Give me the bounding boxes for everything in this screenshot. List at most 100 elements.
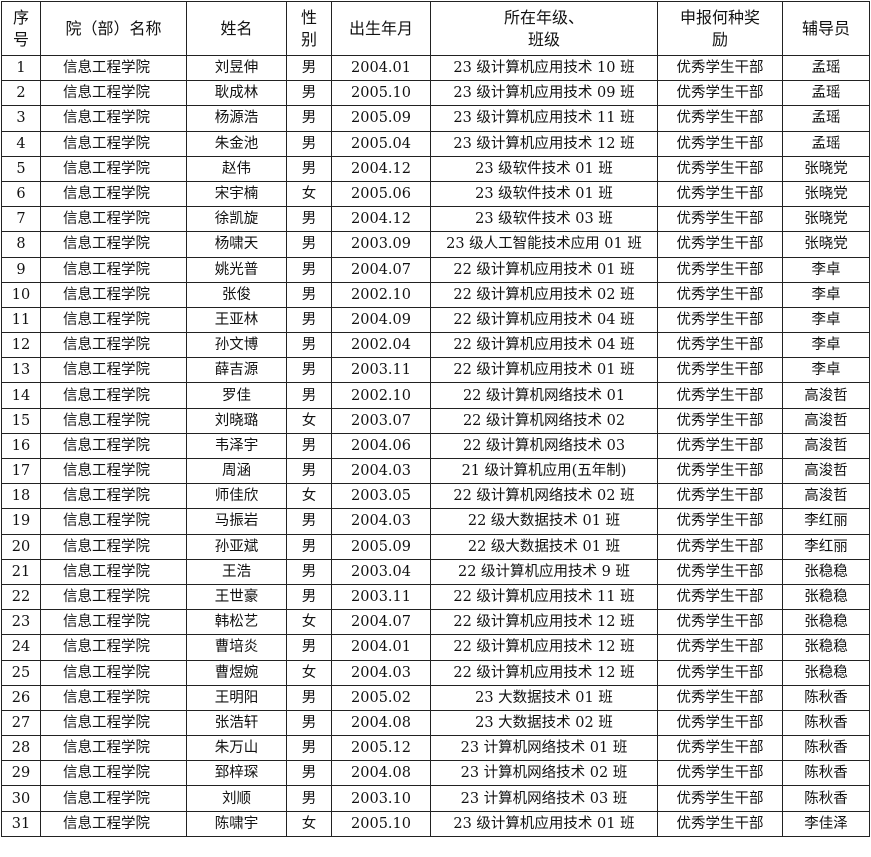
cell-birth: 2004.12 (331, 155, 431, 182)
cell-class: 22 级计算机应用技术 9 班 (430, 558, 658, 585)
cell-seq: 17 (1, 457, 41, 485)
cell-gender: 男 (286, 256, 332, 283)
table-row: 26 信息工程学院 王明阳男 2005.02 23 大数据技术 01 班优秀学生干部 陈秋… (1, 684, 870, 711)
cell-name: 王明阳 (186, 684, 287, 711)
cell-name: 刘顺 (186, 785, 287, 812)
cell-birth: 2005.12 (331, 735, 431, 762)
cell-birth: 2003.04 (331, 558, 431, 585)
table-row: 30 信息工程学院 刘顺男 2003.10 23 计算机网络技术 03 班优秀学生干部陈… (1, 785, 870, 812)
cell-college: 信息工程学院 (40, 357, 187, 384)
cell-seq: 21 (1, 558, 41, 585)
cell-award: 优秀学生干部 (657, 810, 783, 837)
cell-seq: 29 (1, 760, 41, 787)
cell-seq: 30 (1, 785, 41, 812)
cell-class: 23 计算机网络技术 02 班 (430, 760, 658, 787)
cell-award: 优秀学生干部 (657, 684, 783, 711)
cell-advisor: 高浚哲 (782, 382, 870, 409)
cell-gender: 男 (286, 760, 332, 787)
cell-class: 22 级计算机应用技术 12 班 (430, 659, 658, 686)
cell-advisor: 李卓 (782, 357, 870, 384)
cell-gender: 男 (286, 80, 332, 107)
cell-award: 优秀学生干部 (657, 332, 783, 359)
header-award-line2: 励 (711, 29, 728, 49)
cell-college: 信息工程学院 (40, 483, 187, 510)
cell-seq: 12 (1, 332, 41, 359)
cell-name: 徐凯旋 (186, 206, 287, 233)
cell-award: 优秀学生干部 (657, 130, 783, 157)
cell-name: 王亚林 (186, 306, 287, 334)
cell-birth: 2003.11 (331, 583, 431, 611)
cell-class: 23 大数据技术 01 班 (430, 684, 658, 711)
header-award-line1: 申报何种奖 (679, 7, 760, 27)
cell-advisor: 张晓党 (782, 180, 870, 208)
table-row: 27 信息工程学院 张浩轩男 2004.08 23 大数据技术 02 班优秀学生干部 陈秋… (1, 709, 870, 737)
table-row: 4 信息工程学院 朱金池男 2005.04 23 级计算机应用技术 12 班优秀学生干部… (1, 130, 870, 157)
cell-class: 23 大数据技术 02 班 (430, 709, 658, 737)
cell-college: 信息工程学院 (40, 709, 187, 737)
table-row: 6 信息工程学院 宋宇楠女 2005.06 23 级软件技术 01 班优秀学生干部 张晓党 (1, 180, 870, 208)
cell-gender: 女 (286, 810, 332, 837)
table-row: 29 信息工程学院 郅梓琛男 2004.08 23 计算机网络技术 02 班优秀学生干部… (1, 760, 870, 787)
cell-advisor: 李卓 (782, 256, 870, 283)
cell-college: 信息工程学院 (40, 54, 187, 82)
cell-seq: 2 (1, 80, 41, 107)
cell-name: 陈啸宇 (186, 810, 287, 837)
cell-award: 优秀学生干部 (657, 709, 783, 737)
cell-gender: 女 (286, 180, 332, 208)
cell-birth: 2005.02 (331, 684, 431, 711)
cell-college: 信息工程学院 (40, 382, 187, 409)
cell-college: 信息工程学院 (40, 306, 187, 334)
cell-class: 23 级计算机应用技术 09 班 (430, 80, 658, 107)
cell-seq: 19 (1, 508, 41, 535)
cell-gender: 女 (286, 609, 332, 636)
cell-advisor: 李佳泽 (782, 810, 870, 837)
header-class-line1: 所在年级、 (503, 7, 584, 27)
table-row: 3 信息工程学院 杨源浩男 2005.09 23 级计算机应用技术 11 班优秀学生干部… (1, 105, 870, 132)
cell-name: 朱万山 (186, 735, 287, 762)
table-row: 15 信息工程学院 刘晓璐女 2003.07 22 级计算机网络技术 02 优秀学生干部高… (1, 407, 870, 434)
cell-birth: 2004.03 (331, 508, 431, 535)
cell-college: 信息工程学院 (40, 80, 187, 107)
cell-award: 优秀学生干部 (657, 457, 783, 485)
cell-seq: 1 (1, 54, 41, 82)
cell-seq: 20 (1, 533, 41, 560)
table-row: 21 信息工程学院 王浩男 2003.04 22 级计算机应用技术 9 班优秀学生干部张… (1, 558, 870, 585)
cell-seq: 23 (1, 609, 41, 636)
cell-college: 信息工程学院 (40, 508, 187, 535)
cell-gender: 男 (286, 785, 332, 812)
cell-birth: 2004.01 (331, 634, 431, 661)
cell-name: 曹煜婉 (186, 659, 287, 686)
table-row: 12 信息工程学院 孙文博男 2002.04 22 级计算机应用技术 04 班优秀学生干… (1, 332, 870, 359)
cell-award: 优秀学生干部 (657, 735, 783, 762)
cell-college: 信息工程学院 (40, 155, 187, 182)
cell-class: 22 级计算机应用技术 01 班 (430, 357, 658, 384)
header-advisor: 辅导员 (782, 1, 870, 56)
table-row: 8 信息工程学院 杨啸天男 2003.09 23 级人工智能技术应用 01 班优秀学生干… (1, 231, 870, 258)
cell-college: 信息工程学院 (40, 659, 187, 686)
cell-class: 22 级计算机应用技术 12 班 (430, 609, 658, 636)
cell-college: 信息工程学院 (40, 558, 187, 585)
cell-award: 优秀学生干部 (657, 281, 783, 308)
table-row: 17 信息工程学院 周涵男 2004.03 21 级计算机应用(五年制) 优秀学生干部 高浚… (1, 457, 870, 485)
cell-award: 优秀学生干部 (657, 609, 783, 636)
cell-advisor: 张稳稳 (782, 659, 870, 686)
cell-college: 信息工程学院 (40, 180, 187, 208)
cell-class: 22 级大数据技术 01 班 (430, 533, 658, 560)
cell-name: 韦泽宇 (186, 432, 287, 460)
cell-class: 22 级计算机应用技术 02 班 (430, 281, 658, 308)
cell-seq: 14 (1, 382, 41, 409)
cell-college: 信息工程学院 (40, 785, 187, 812)
header-gender: 性别 (286, 1, 332, 56)
cell-gender: 男 (286, 54, 332, 82)
award-nominee-table: 序号 院（部）名称 姓名 性别 出生年月 所在年级、 班级 申报何种奖励 辅导员 … (1, 1, 870, 837)
cell-seq: 27 (1, 709, 41, 737)
cell-gender: 女 (286, 407, 332, 434)
cell-seq: 24 (1, 634, 41, 661)
cell-advisor: 张晓党 (782, 231, 870, 258)
cell-name: 王浩 (186, 558, 287, 585)
cell-name: 刘昱伸 (186, 54, 287, 82)
cell-advisor: 高浚哲 (782, 483, 870, 510)
cell-college: 信息工程学院 (40, 533, 187, 560)
cell-award: 优秀学生干部 (657, 634, 783, 661)
cell-advisor: 陈秋香 (782, 760, 870, 787)
